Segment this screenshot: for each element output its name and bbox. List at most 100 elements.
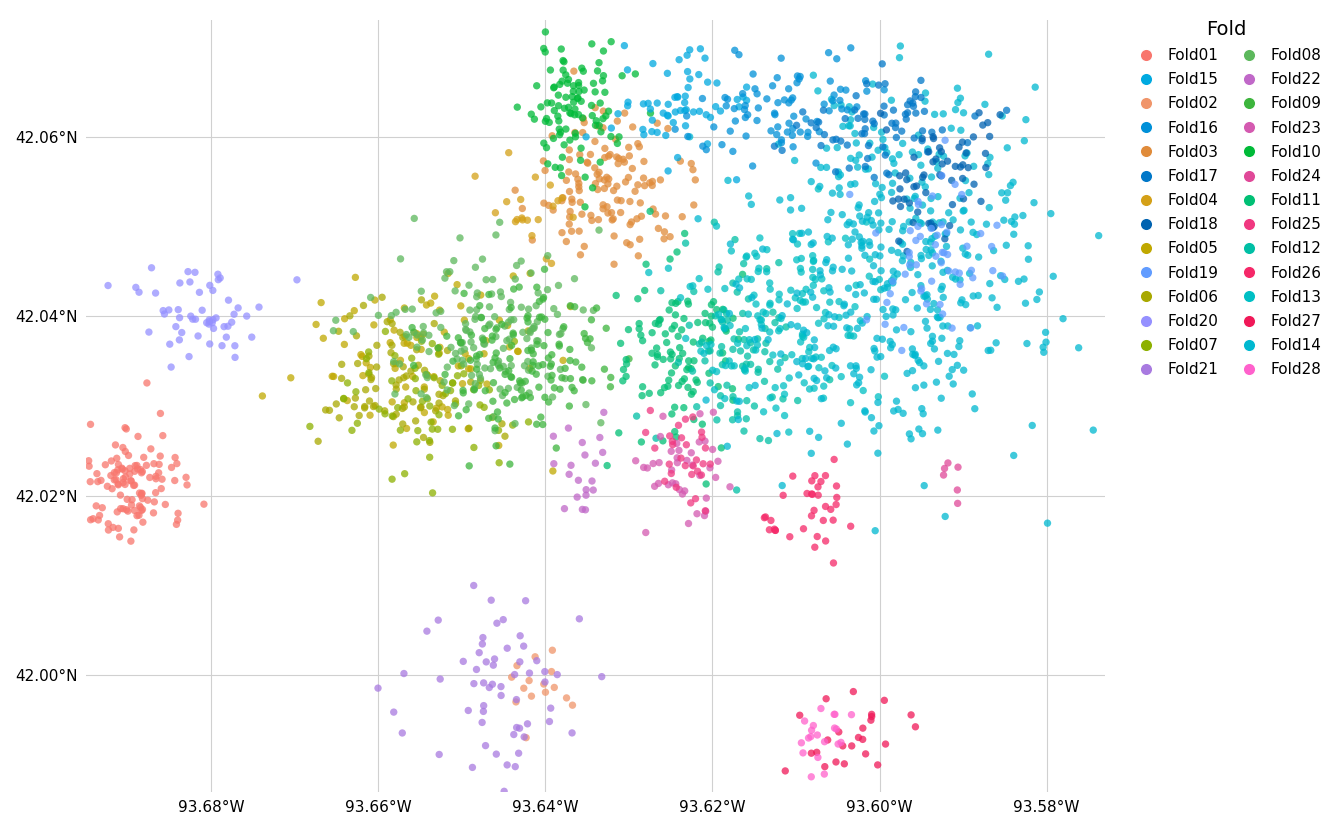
- Point: [460, 354, 481, 367]
- Point: [390, 354, 411, 367]
- Point: [749, 232, 770, 245]
- Point: [691, 431, 712, 444]
- Point: [636, 257, 657, 271]
- Point: [199, 315, 220, 328]
- Point: [941, 122, 962, 135]
- Point: [661, 366, 683, 379]
- Point: [1013, 134, 1035, 148]
- Point: [503, 313, 524, 326]
- Point: [391, 402, 413, 415]
- Point: [892, 237, 914, 251]
- Point: [423, 370, 445, 383]
- Point: [607, 157, 629, 170]
- Point: [491, 290, 512, 303]
- Point: [956, 298, 977, 311]
- Point: [527, 315, 548, 328]
- Point: [692, 457, 714, 471]
- Point: [882, 275, 903, 288]
- Point: [911, 198, 933, 212]
- Point: [602, 212, 624, 226]
- Point: [727, 405, 749, 418]
- Point: [581, 374, 602, 388]
- Point: [931, 124, 953, 137]
- Point: [598, 173, 620, 186]
- Point: [903, 150, 925, 164]
- Point: [563, 272, 585, 286]
- Point: [796, 352, 817, 365]
- Point: [386, 408, 407, 421]
- Point: [501, 671, 523, 684]
- Point: [585, 457, 606, 470]
- Point: [840, 359, 862, 373]
- Point: [535, 164, 556, 177]
- Point: [868, 223, 890, 237]
- Point: [734, 424, 755, 437]
- Point: [891, 254, 913, 267]
- Point: [820, 503, 841, 516]
- Point: [484, 351, 505, 364]
- Point: [465, 377, 487, 390]
- Point: [121, 498, 142, 511]
- Point: [622, 120, 644, 134]
- Point: [974, 98, 996, 111]
- Point: [560, 193, 582, 206]
- Point: [692, 332, 714, 345]
- Point: [879, 287, 900, 300]
- Point: [482, 273, 504, 286]
- Point: [804, 469, 825, 482]
- Point: [945, 159, 966, 173]
- Point: [638, 266, 660, 279]
- Point: [868, 390, 890, 403]
- Point: [601, 35, 622, 48]
- Point: [687, 465, 708, 478]
- Point: [418, 345, 439, 359]
- Point: [781, 94, 802, 107]
- Point: [499, 303, 520, 316]
- Point: [569, 224, 590, 237]
- Point: [555, 235, 577, 248]
- Point: [714, 322, 735, 335]
- Point: [821, 359, 843, 372]
- Point: [476, 655, 497, 668]
- Point: [923, 108, 945, 121]
- Point: [460, 375, 481, 388]
- Point: [726, 394, 747, 408]
- Point: [695, 434, 716, 447]
- Point: [629, 140, 650, 154]
- Point: [427, 341, 449, 354]
- Point: [517, 415, 539, 428]
- Point: [542, 199, 563, 212]
- Point: [148, 457, 169, 471]
- Point: [689, 42, 711, 56]
- Point: [129, 500, 151, 513]
- Point: [359, 394, 380, 408]
- Point: [648, 222, 669, 235]
- Point: [476, 273, 497, 286]
- Point: [929, 216, 950, 229]
- Point: [569, 177, 590, 190]
- Point: [939, 219, 961, 232]
- Point: [845, 362, 867, 375]
- Point: [422, 486, 444, 500]
- Point: [554, 502, 575, 515]
- Point: [528, 359, 550, 373]
- Point: [594, 142, 616, 155]
- Point: [862, 150, 883, 164]
- Point: [524, 113, 546, 126]
- Point: [165, 518, 187, 531]
- Point: [949, 334, 970, 347]
- Point: [813, 128, 835, 141]
- Point: [531, 310, 552, 324]
- Point: [547, 308, 569, 321]
- Point: [478, 317, 500, 330]
- Point: [724, 44, 746, 57]
- Point: [805, 273, 827, 286]
- Point: [542, 390, 563, 403]
- Point: [816, 253, 837, 266]
- Point: [433, 389, 454, 403]
- Point: [543, 104, 564, 117]
- Point: [661, 435, 683, 448]
- Point: [540, 374, 562, 387]
- Point: [507, 344, 528, 358]
- Point: [878, 168, 899, 181]
